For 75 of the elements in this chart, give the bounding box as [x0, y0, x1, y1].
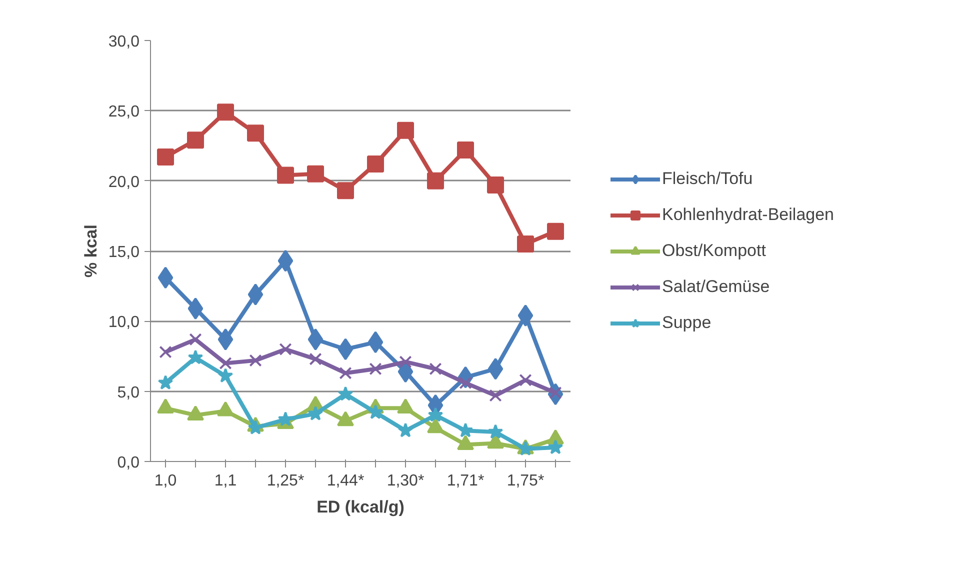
point — [457, 141, 474, 158]
point — [488, 424, 504, 439]
y-axis-title: % kcal — [81, 224, 100, 278]
y-tick-label: 5,0 — [117, 384, 140, 402]
point — [189, 333, 202, 346]
point — [338, 386, 354, 401]
legend-label: Fleisch/Tofu — [662, 168, 753, 188]
x-tick-label: 1,0 — [154, 472, 177, 490]
legend-label: Suppe — [662, 312, 712, 332]
point — [458, 422, 474, 438]
legend-label: Obst/Kompott — [662, 240, 766, 260]
point — [157, 148, 174, 166]
x-tick-label: 1,44* — [326, 472, 364, 490]
point — [489, 389, 502, 402]
point — [158, 266, 174, 289]
point — [247, 124, 264, 142]
legend-label: Kohlenhydrat-Beilagen — [662, 204, 834, 224]
y-tick-label: 0,0 — [117, 454, 140, 472]
point — [158, 374, 174, 390]
x-tick-label: 1,25* — [266, 472, 304, 490]
point — [397, 398, 414, 414]
point — [488, 358, 504, 380]
point — [188, 298, 204, 320]
point — [519, 374, 532, 386]
y-tick-label: 25,0 — [108, 104, 140, 121]
point — [308, 328, 324, 350]
point — [157, 398, 174, 414]
point — [187, 132, 204, 149]
legend-label: Salat/Gemüse — [662, 276, 770, 296]
x-tick-label: 1,1 — [214, 472, 237, 490]
point — [427, 172, 444, 190]
point — [398, 422, 414, 438]
point — [337, 182, 354, 200]
point — [427, 418, 444, 434]
y-tick-label: 20,0 — [108, 174, 140, 191]
x-axis-title: ED (kcal/g) — [316, 498, 404, 516]
point — [368, 331, 384, 354]
point — [399, 356, 412, 368]
x-tick-label: 1,75* — [506, 472, 544, 490]
y-tick-label: 10,0 — [108, 314, 140, 332]
point — [218, 368, 234, 383]
point — [338, 338, 354, 360]
point — [308, 406, 324, 420]
y-tick-label: 15,0 — [108, 244, 140, 261]
point — [159, 346, 172, 358]
point — [339, 366, 352, 380]
point — [369, 362, 382, 376]
point — [217, 104, 234, 121]
point — [548, 439, 564, 454]
y-tick-label: 30,0 — [108, 34, 140, 50]
point — [248, 284, 264, 306]
point — [278, 250, 294, 272]
point — [487, 176, 504, 194]
point — [218, 328, 234, 350]
point — [368, 404, 384, 420]
point — [279, 342, 292, 356]
point — [307, 165, 324, 182]
point — [367, 155, 384, 172]
point — [428, 407, 444, 422]
point — [547, 222, 564, 240]
point — [518, 304, 534, 327]
point — [457, 435, 474, 450]
point — [277, 166, 294, 184]
point — [309, 352, 322, 366]
point — [219, 356, 232, 370]
point — [217, 401, 234, 416]
point — [188, 350, 204, 364]
point — [517, 235, 534, 252]
point — [249, 354, 262, 367]
point — [187, 406, 204, 421]
point — [397, 122, 414, 139]
point — [337, 411, 354, 426]
point — [429, 362, 442, 376]
x-tick-label: 1,30* — [386, 472, 424, 490]
x-tick-label: 1,71* — [446, 472, 484, 490]
